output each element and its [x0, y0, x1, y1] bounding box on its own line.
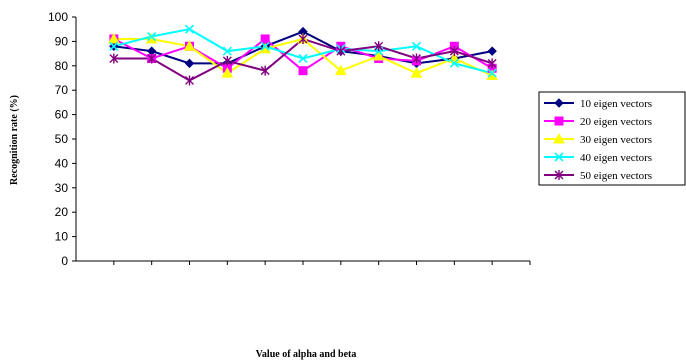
y-tick-label: 100 — [48, 10, 68, 24]
data-point — [260, 34, 270, 44]
legend-marker — [553, 132, 565, 144]
y-tick-label: 40 — [55, 156, 69, 170]
data-point — [222, 46, 232, 56]
y-tick-label: 50 — [55, 132, 69, 146]
y-tick-label: 60 — [55, 108, 69, 122]
data-point — [487, 58, 497, 69]
y-tick-label: 20 — [55, 205, 69, 219]
data-point — [260, 41, 270, 51]
legend-entry: 30 eigen vectors — [580, 134, 652, 146]
data-point — [260, 65, 270, 76]
data-point — [412, 53, 421, 64]
y-tick-labels: 0 10 20 30 40 50 60 70 80 90 100 — [48, 10, 68, 268]
data-point — [411, 41, 422, 51]
data-point — [298, 33, 308, 44]
x-axis-label: Value of alpha and beta — [256, 349, 357, 360]
data-point — [222, 55, 232, 66]
legend-marker — [554, 98, 564, 108]
data-point — [334, 64, 347, 76]
legend-entry: 10 eigen vectors — [580, 98, 652, 110]
data-point — [487, 46, 497, 56]
data-point — [184, 24, 195, 34]
data-point — [147, 31, 157, 42]
data-point — [107, 32, 120, 44]
data-point — [298, 53, 308, 64]
legend-marker — [554, 170, 564, 180]
y-tick-label: 70 — [55, 83, 69, 97]
data-point — [410, 67, 423, 78]
data-point — [374, 41, 384, 52]
legend-marker — [554, 152, 564, 162]
data-point — [185, 75, 194, 86]
data-point — [487, 68, 497, 78]
y-tick-label: 90 — [55, 34, 69, 48]
data-point — [336, 46, 346, 57]
data-point — [109, 53, 119, 64]
legend-marker — [554, 116, 564, 126]
data-point — [372, 50, 385, 61]
data-point — [449, 46, 459, 57]
series-points — [107, 24, 499, 86]
data-point — [147, 53, 157, 64]
data-point — [109, 41, 119, 51]
chart-axes — [72, 16, 531, 265]
legend-entry: 20 eigen vectors — [580, 116, 652, 128]
y-tick-label: 10 — [55, 230, 69, 244]
data-point — [449, 58, 459, 68]
y-tick-label: 0 — [61, 254, 68, 268]
y-tick-label: 30 — [55, 181, 69, 195]
y-axis-label: Recognition rate (%) — [9, 95, 20, 185]
legend-entry: 40 eigen vectors — [580, 152, 652, 164]
data-point — [298, 66, 308, 76]
legend-entry: 50 eigen vectors — [580, 170, 652, 182]
data-point — [183, 40, 196, 51]
data-point — [184, 58, 195, 69]
legend: 10 eigen vectors 20 eigen vectors 30 eigen… — [538, 91, 686, 186]
data-point — [221, 67, 234, 78]
y-tick-label: 80 — [55, 59, 69, 73]
